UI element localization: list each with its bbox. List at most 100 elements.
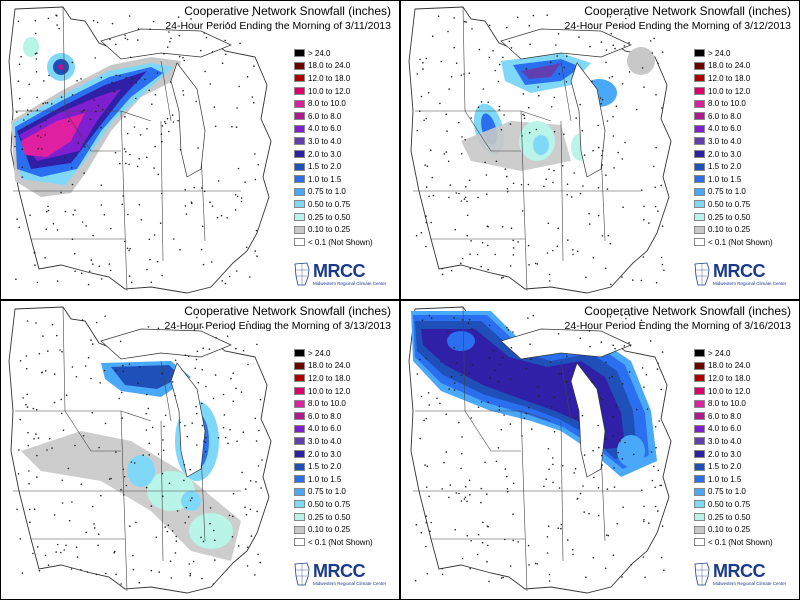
snowfall-map — [408, 6, 672, 294]
legend-swatch — [694, 349, 705, 358]
legend-swatch — [694, 200, 705, 209]
legend-swatch — [694, 99, 705, 108]
legend-item: 1.0 to 1.5 — [694, 473, 773, 486]
legend-swatch — [294, 538, 305, 547]
legend-label: 4.0 to 6.0 — [708, 424, 742, 434]
legend-swatch — [694, 500, 705, 509]
legend-swatch — [294, 500, 305, 509]
legend-swatch — [294, 112, 305, 121]
logo-text: MRCC — [713, 561, 766, 581]
legend-item: < 0.1 (Not Shown) — [294, 236, 373, 249]
legend-label: 12.0 to 18.0 — [708, 73, 751, 83]
legend-swatch — [294, 462, 305, 471]
legend-swatch — [294, 487, 305, 496]
map-subtitle: 24-Hour Period Ending the Morning of 3/1… — [165, 20, 391, 32]
legend-label: 12.0 to 18.0 — [708, 373, 751, 383]
logo-text: MRCC — [313, 261, 366, 281]
legend-item: < 0.1 (Not Shown) — [694, 536, 773, 549]
legend-item: 1.5 to 2.0 — [294, 160, 373, 173]
map-title: Cooperative Network Snowfall (inches) — [584, 4, 791, 18]
legend-label: 0.75 to 1.0 — [708, 187, 746, 197]
legend-label: 8.0 to 10.0 — [308, 399, 346, 409]
legend-item: 12.0 to 18.0 — [694, 372, 773, 385]
legend-swatch — [694, 87, 705, 96]
legend-label: 1.0 to 1.5 — [308, 174, 342, 184]
legend-label: 1.5 to 2.0 — [308, 462, 342, 472]
map-panel-2: Cooperative Network Snowfall (inches) 24-… — [400, 0, 800, 300]
legend-label: 10.0 to 12.0 — [708, 386, 751, 396]
legend: > 24.0 18.0 to 24.0 12.0 to 18.0 10.0 to 12… — [294, 47, 373, 249]
legend-item: 4.0 to 6.0 — [294, 123, 373, 136]
legend-swatch — [294, 450, 305, 459]
legend-item: 18.0 to 24.0 — [694, 60, 773, 73]
legend-label: 1.5 to 2.0 — [708, 162, 742, 172]
legend-label: 0.10 to 0.25 — [308, 525, 351, 535]
legend-swatch — [694, 525, 705, 534]
legend-swatch — [294, 475, 305, 484]
legend-label: 8.0 to 10.0 — [708, 399, 746, 409]
legend-swatch — [694, 487, 705, 496]
legend-label: 0.75 to 1.0 — [308, 487, 346, 497]
legend-label: 4.0 to 6.0 — [308, 424, 342, 434]
legend-label: 0.50 to 0.75 — [708, 499, 751, 509]
mrcc-logo: MRCC Midwestern Regional Climate Center — [691, 259, 791, 291]
legend-swatch — [294, 225, 305, 234]
legend-label: > 24.0 — [308, 48, 331, 58]
legend-item: 1.5 to 2.0 — [694, 460, 773, 473]
legend-label: < 0.1 (Not Shown) — [708, 537, 773, 547]
legend-swatch — [294, 99, 305, 108]
legend-item: 8.0 to 10.0 — [294, 397, 373, 410]
legend-swatch — [694, 112, 705, 121]
legend-label: 0.10 to 0.25 — [308, 225, 351, 235]
legend-swatch — [294, 74, 305, 83]
legend-label: 4.0 to 6.0 — [308, 124, 342, 134]
legend-label: 12.0 to 18.0 — [308, 373, 351, 383]
legend-swatch — [694, 538, 705, 547]
legend-label: 10.0 to 12.0 — [308, 86, 351, 96]
legend-label: 10.0 to 12.0 — [308, 386, 351, 396]
map-subtitle: 24-Hour Period Ending the Morning of 3/1… — [564, 320, 791, 332]
legend-swatch — [694, 162, 705, 171]
legend-label: 3.0 to 4.0 — [708, 436, 742, 446]
legend-label: 2.0 to 3.0 — [708, 149, 742, 159]
legend-label: < 0.1 (Not Shown) — [308, 237, 373, 247]
legend-swatch — [294, 424, 305, 433]
legend-item: > 24.0 — [294, 47, 373, 60]
legend-swatch — [294, 399, 305, 408]
midwest-map-icon — [694, 262, 710, 286]
midwest-map-icon — [694, 562, 710, 586]
legend-swatch — [294, 187, 305, 196]
legend-item: 18.0 to 24.0 — [294, 60, 373, 73]
legend-label: 6.0 to 8.0 — [308, 411, 342, 421]
legend-item: 1.0 to 1.5 — [294, 173, 373, 186]
legend-swatch — [694, 475, 705, 484]
legend-item: 12.0 to 18.0 — [294, 372, 373, 385]
legend-swatch — [294, 525, 305, 534]
legend-item: 18.0 to 24.0 — [294, 360, 373, 373]
legend-label: 6.0 to 8.0 — [708, 111, 742, 121]
legend-label: 12.0 to 18.0 — [308, 73, 351, 83]
legend-item: 18.0 to 24.0 — [694, 360, 773, 373]
legend-swatch — [694, 225, 705, 234]
legend-item: 6.0 to 8.0 — [694, 110, 773, 123]
mrcc-logo: MRCC Midwestern Regional Climate Center — [691, 559, 791, 591]
legend-swatch — [294, 124, 305, 133]
legend-item: 1.0 to 1.5 — [694, 173, 773, 186]
legend-item: 0.75 to 1.0 — [694, 486, 773, 499]
legend-item: < 0.1 (Not Shown) — [294, 536, 373, 549]
map-panel-4: Cooperative Network Snowfall (inches) 24-… — [400, 300, 800, 600]
legend-swatch — [294, 87, 305, 96]
legend-item: 0.10 to 0.25 — [694, 523, 773, 536]
legend-item: 10.0 to 12.0 — [294, 385, 373, 398]
legend-swatch — [694, 462, 705, 471]
legend-label: 18.0 to 24.0 — [708, 61, 751, 71]
legend-item: > 24.0 — [694, 47, 773, 60]
midwest-map-icon — [294, 562, 310, 586]
legend-swatch — [694, 399, 705, 408]
legend-item: 0.50 to 0.75 — [694, 498, 773, 511]
legend-swatch — [694, 74, 705, 83]
legend-swatch — [694, 437, 705, 446]
legend-swatch — [294, 137, 305, 146]
legend-label: 3.0 to 4.0 — [308, 136, 342, 146]
legend-label: 0.25 to 0.50 — [308, 212, 351, 222]
